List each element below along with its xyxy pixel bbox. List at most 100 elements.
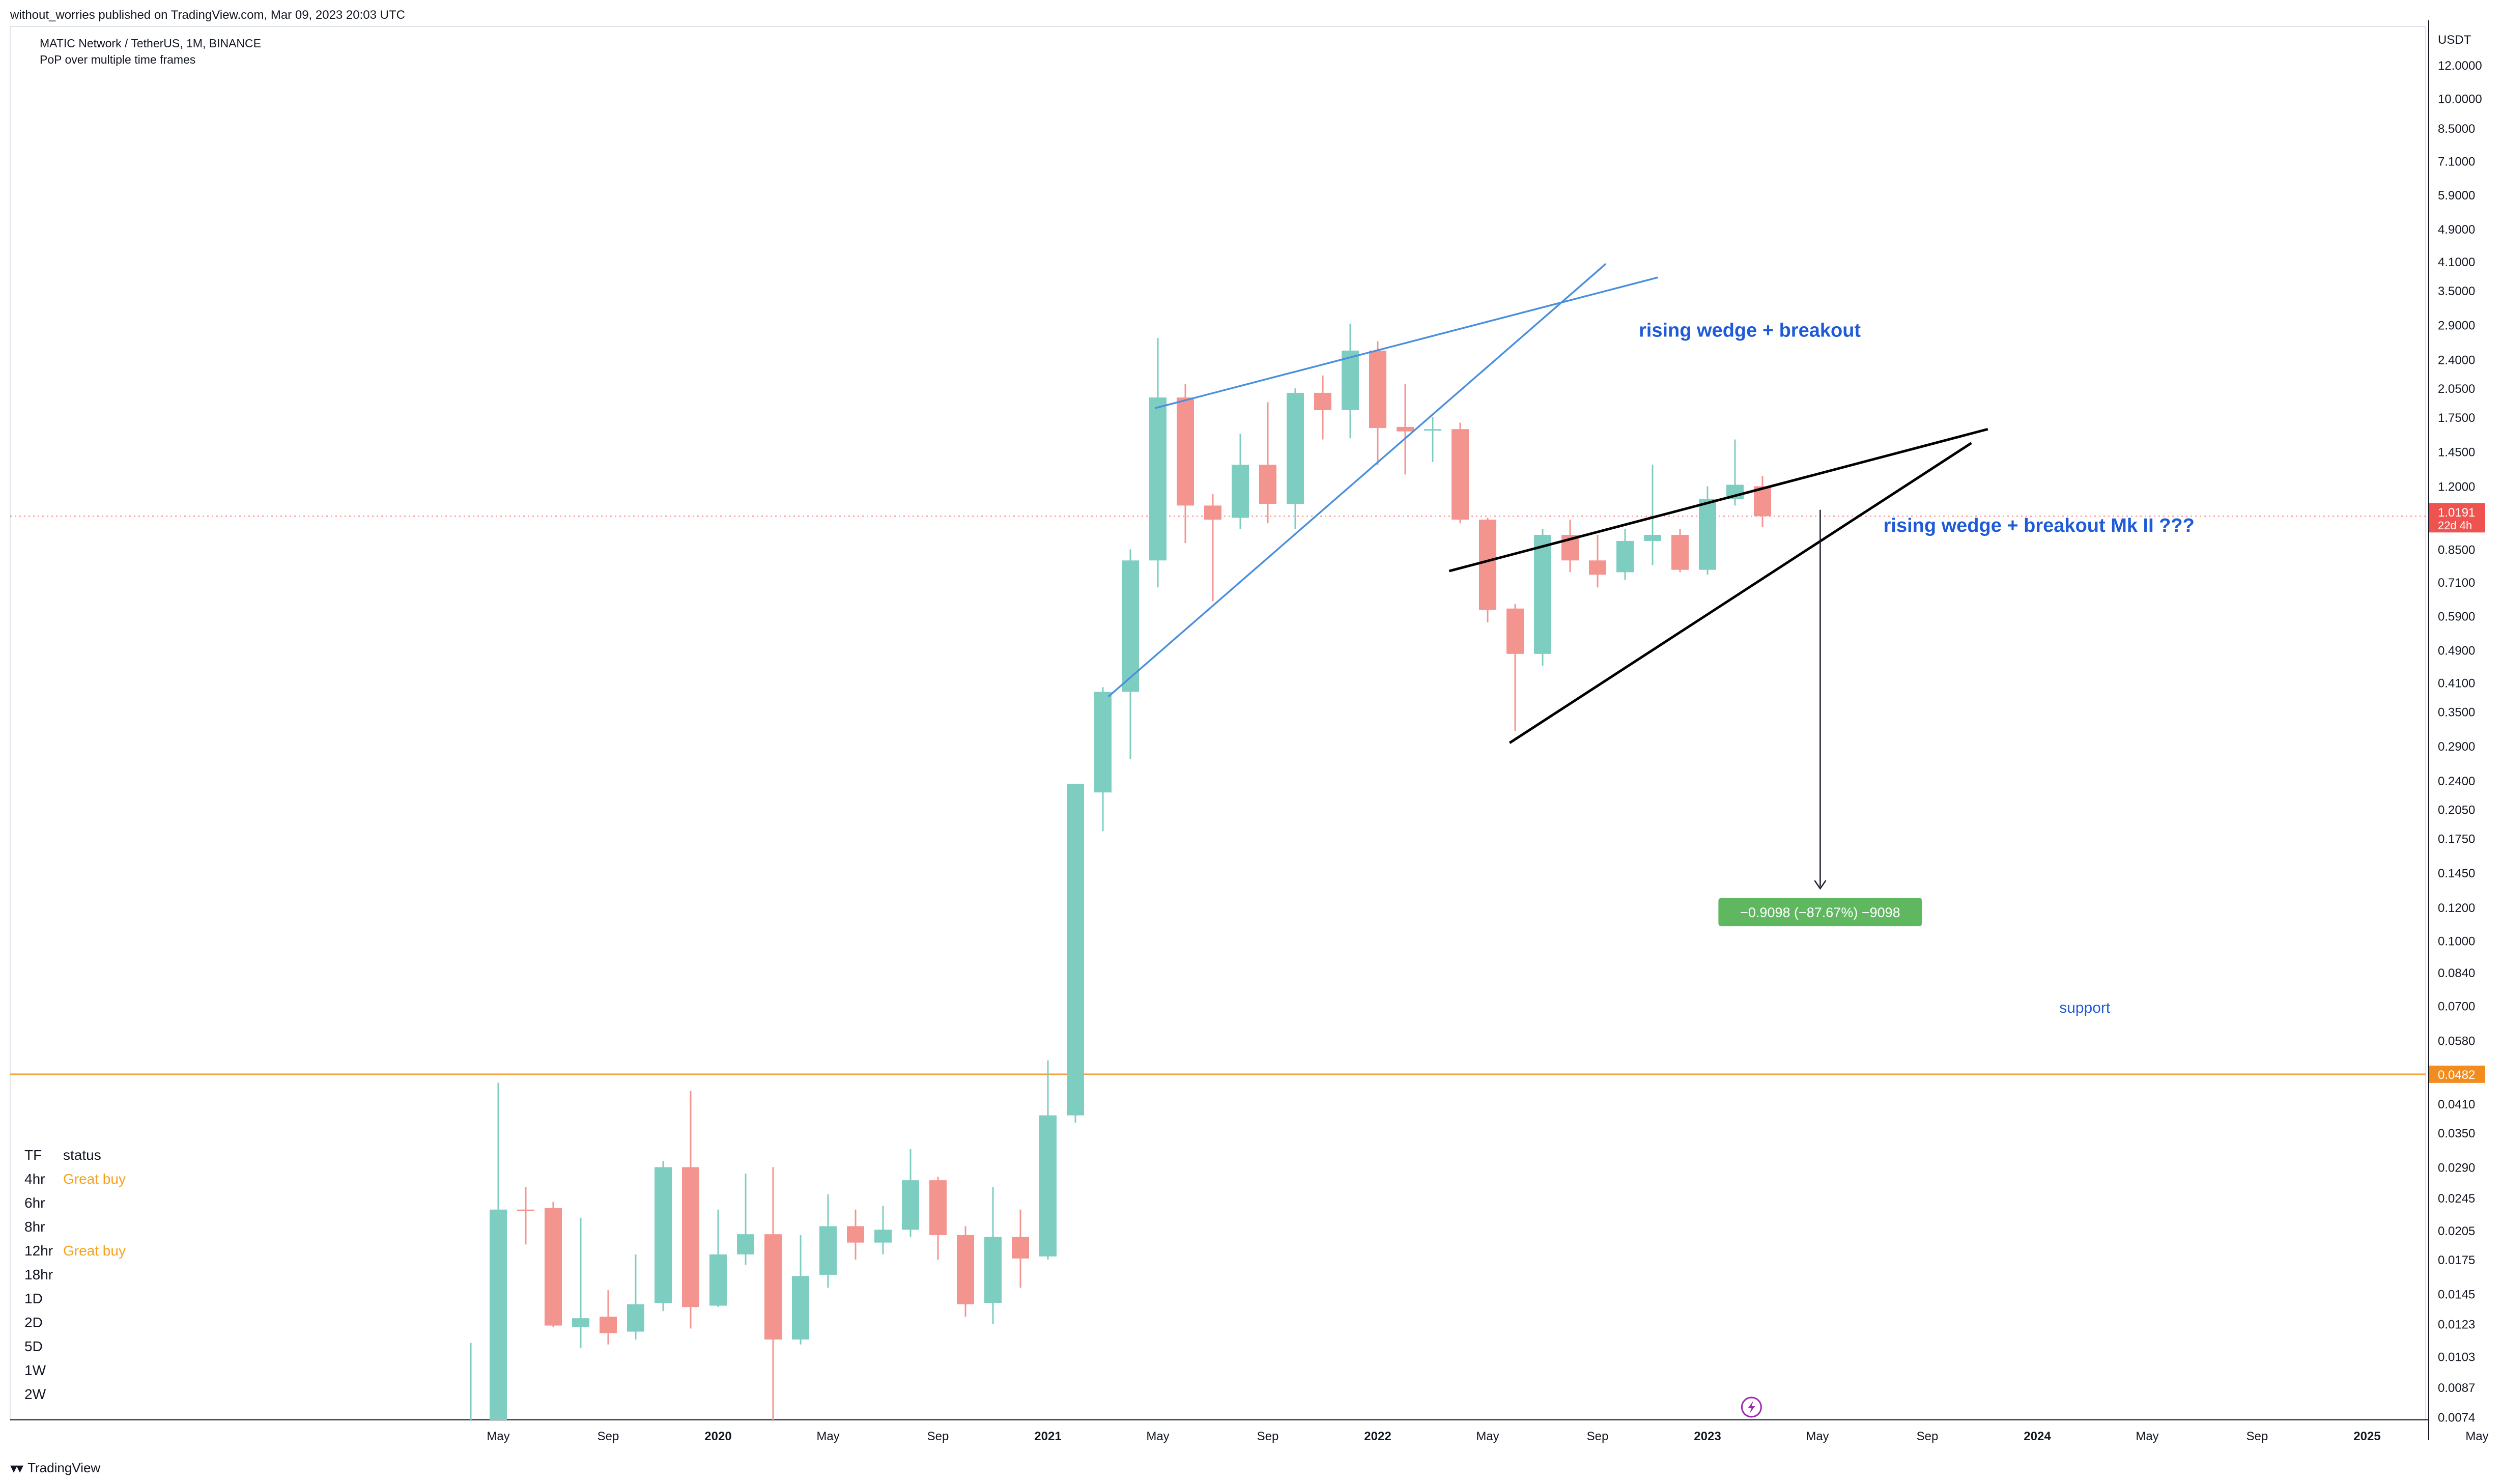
candle-43[interactable] (1644, 465, 1661, 565)
wedge-1-upper[interactable] (1155, 276, 1659, 409)
candle-19[interactable] (984, 1187, 1002, 1324)
candle-16[interactable] (902, 1149, 919, 1237)
price-tick-label: 5.9000 (2438, 189, 2475, 203)
candle-17[interactable] (929, 1177, 947, 1260)
candle-15[interactable] (874, 1206, 892, 1254)
wedge-2-lower[interactable] (1509, 442, 1972, 744)
time-tick-label: May (1806, 1430, 1829, 1443)
candle-11[interactable] (764, 1167, 782, 1424)
candle-6[interactable] (627, 1254, 644, 1340)
candle-3[interactable] (545, 1202, 562, 1327)
status-row-tf-12hr: 12hr (24, 1243, 53, 1259)
price-tick-label: 0.1200 (2438, 901, 2475, 915)
candle-body (1506, 608, 1524, 654)
candle-32[interactable] (1342, 323, 1359, 439)
candle-20[interactable] (1012, 1209, 1029, 1288)
candle-body (462, 1430, 479, 1443)
candle-body (1232, 465, 1249, 518)
candle-0[interactable] (462, 1343, 479, 1449)
time-tick-label: May (1146, 1430, 1169, 1443)
candle-5[interactable] (600, 1290, 617, 1345)
candle-23[interactable] (1094, 687, 1112, 832)
candle-4[interactable] (572, 1217, 589, 1348)
candle-25[interactable] (1149, 338, 1167, 588)
candle-body (517, 1209, 534, 1211)
candle-body (929, 1180, 947, 1235)
candle-body (1534, 535, 1551, 654)
wedge-2-upper[interactable] (1448, 427, 1988, 573)
candle-24[interactable] (1122, 549, 1139, 759)
candle-38[interactable] (1506, 604, 1524, 731)
candle-body (1644, 535, 1661, 541)
candle-47[interactable] (1754, 476, 1771, 527)
candle-body (1699, 499, 1716, 570)
price-tick-label: 0.0580 (2438, 1034, 2475, 1048)
price-tick-label: 7.1000 (2438, 155, 2475, 169)
rising-wedge-mk2-label: rising wedge + breakout Mk II ??? (1884, 515, 2195, 536)
candle-37[interactable] (1479, 518, 1496, 623)
candle-2[interactable] (517, 1187, 534, 1245)
candle-7[interactable] (655, 1161, 672, 1311)
candle-39[interactable] (1534, 529, 1551, 666)
status-row-tf-2W: 2W (24, 1386, 46, 1402)
time-tick-label: May (2136, 1430, 2158, 1443)
time-tick-label: 2023 (1694, 1430, 1721, 1443)
candle-33[interactable] (1369, 341, 1386, 465)
plot-area[interactable]: −0.9098 (−87.67%) −9098 rising wedge + br… (10, 263, 2426, 1449)
candle-45[interactable] (1699, 486, 1716, 575)
candle-35[interactable] (1424, 417, 1441, 462)
time-tick-label: 2025 (2353, 1430, 2380, 1443)
candle-30[interactable] (1287, 388, 1304, 529)
candle-1[interactable] (490, 1082, 507, 1446)
candle-21[interactable] (1039, 1060, 1057, 1260)
candle-body (600, 1317, 617, 1333)
candle-body (902, 1180, 919, 1230)
rising-wedge-label: rising wedge + breakout (1639, 320, 1861, 341)
symbol-title: MATIC Network / TetherUS, 1M, BINANCE (40, 37, 261, 50)
candle-27[interactable] (1204, 494, 1221, 602)
candle-body (627, 1304, 644, 1332)
time-tick-label: May (816, 1430, 839, 1443)
candle-26[interactable] (1177, 384, 1194, 543)
time-tick-label: 2022 (1364, 1430, 1391, 1443)
candle-34[interactable] (1397, 384, 1414, 475)
candle-9[interactable] (709, 1209, 727, 1307)
candle-body (1094, 692, 1112, 793)
price-tick-label: 0.0123 (2438, 1318, 2475, 1332)
candle-14[interactable] (847, 1209, 864, 1260)
time-tick-label: Sep (2246, 1430, 2268, 1443)
price-tick-label: 0.5900 (2438, 610, 2475, 624)
price-tick-label: 0.0840 (2438, 966, 2475, 980)
candle-36[interactable] (1452, 422, 1469, 524)
candle-body (1671, 535, 1689, 570)
candle-44[interactable] (1671, 529, 1689, 573)
tradingview-footer[interactable]: ▾▾ TradingView (10, 1460, 100, 1476)
candle-body (545, 1208, 562, 1326)
wedge-1-lower[interactable] (1107, 263, 1607, 698)
candle-body (1452, 429, 1469, 520)
price-tick-label: 0.0175 (2438, 1253, 2475, 1267)
candle-31[interactable] (1314, 375, 1331, 440)
support-price-badge (2429, 1065, 2485, 1083)
candle-10[interactable] (737, 1174, 754, 1265)
candle-13[interactable] (819, 1194, 837, 1288)
candle-41[interactable] (1589, 535, 1606, 588)
candle-8[interactable] (682, 1091, 699, 1329)
candle-22[interactable] (1067, 783, 1084, 1123)
support-label: support (2059, 1000, 2111, 1016)
price-tick-label: 1.7500 (2438, 411, 2475, 425)
price-tick-label: 0.2900 (2438, 740, 2475, 754)
candle-12[interactable] (792, 1235, 809, 1345)
candle-body (655, 1167, 672, 1303)
candle-body (1177, 397, 1194, 506)
candle-40[interactable] (1561, 520, 1579, 573)
candle-42[interactable] (1616, 529, 1634, 580)
candle-29[interactable] (1259, 402, 1276, 524)
price-tick-label: 0.2050 (2438, 804, 2475, 817)
candle-body (1616, 540, 1634, 573)
price-tick-label: 0.7100 (2438, 576, 2475, 590)
price-tick-label: 3.5000 (2438, 284, 2475, 298)
candle-18[interactable] (957, 1226, 974, 1317)
candle-28[interactable] (1232, 434, 1249, 529)
